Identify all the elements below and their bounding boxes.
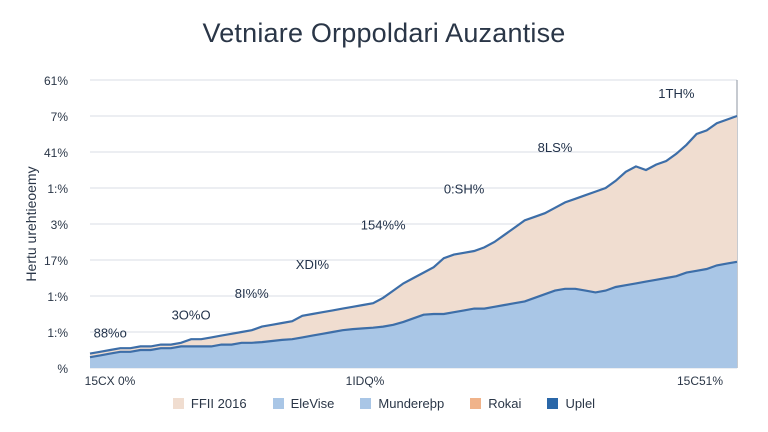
legend-label: EleVise	[290, 396, 335, 411]
data-label: 88%o	[94, 325, 127, 340]
legend-item: Uplel	[547, 396, 595, 411]
y-tick-label: 61%	[44, 74, 68, 88]
data-label: 3O%O	[172, 307, 211, 322]
chart-legend: FFII 2016 EleVise Mundereþp Rokai Uplel	[0, 396, 768, 411]
legend-swatch	[172, 398, 184, 409]
legend-swatch	[360, 398, 372, 409]
series-lower-area	[90, 261, 737, 368]
legend-item: FFII 2016	[172, 396, 247, 411]
y-tick-label: 1:%	[47, 290, 68, 304]
series-lower-line	[89, 260, 738, 359]
legend-label: Mundereþp	[378, 396, 445, 411]
data-label: XDI%	[296, 257, 330, 272]
data-label: 8LS%	[538, 140, 573, 155]
y-tick-label: 3%	[51, 218, 69, 232]
x-tick-label: 1IDQ%	[346, 374, 385, 388]
y-tick-label: 1:%	[47, 182, 68, 196]
y-tick-label: 1:%	[47, 326, 68, 340]
data-label: 154%%	[361, 217, 406, 232]
data-label: 1TH%	[658, 86, 695, 101]
legend-item: Mundereþp	[360, 396, 444, 411]
legend-label: FFII 2016	[190, 396, 247, 411]
legend-swatch	[272, 398, 284, 409]
y-tick-label: %	[57, 362, 68, 376]
data-label: 8I%%	[235, 286, 269, 301]
y-tick-label: 17%	[44, 254, 68, 268]
legend-label: Uplel	[565, 396, 596, 411]
y-axis-label: Hertu urehtieoemy	[23, 166, 39, 281]
legend-item: EleVise	[272, 396, 335, 411]
legend-item: Rokai	[470, 396, 521, 411]
chart-title: Vetniare Orppoldari Auzantise	[202, 18, 566, 48]
legend-swatch	[470, 398, 482, 409]
series-upper-line	[89, 114, 738, 355]
legend-swatch	[547, 398, 559, 409]
y-tick-label: 7%	[51, 110, 69, 124]
x-tick-label: 15CX 0%	[85, 374, 136, 388]
data-label: 0:SH%	[444, 181, 485, 196]
x-tick-label: 15C51%	[677, 374, 723, 388]
legend-label: Rokai	[488, 396, 522, 411]
y-tick-label: 41%	[44, 146, 68, 160]
